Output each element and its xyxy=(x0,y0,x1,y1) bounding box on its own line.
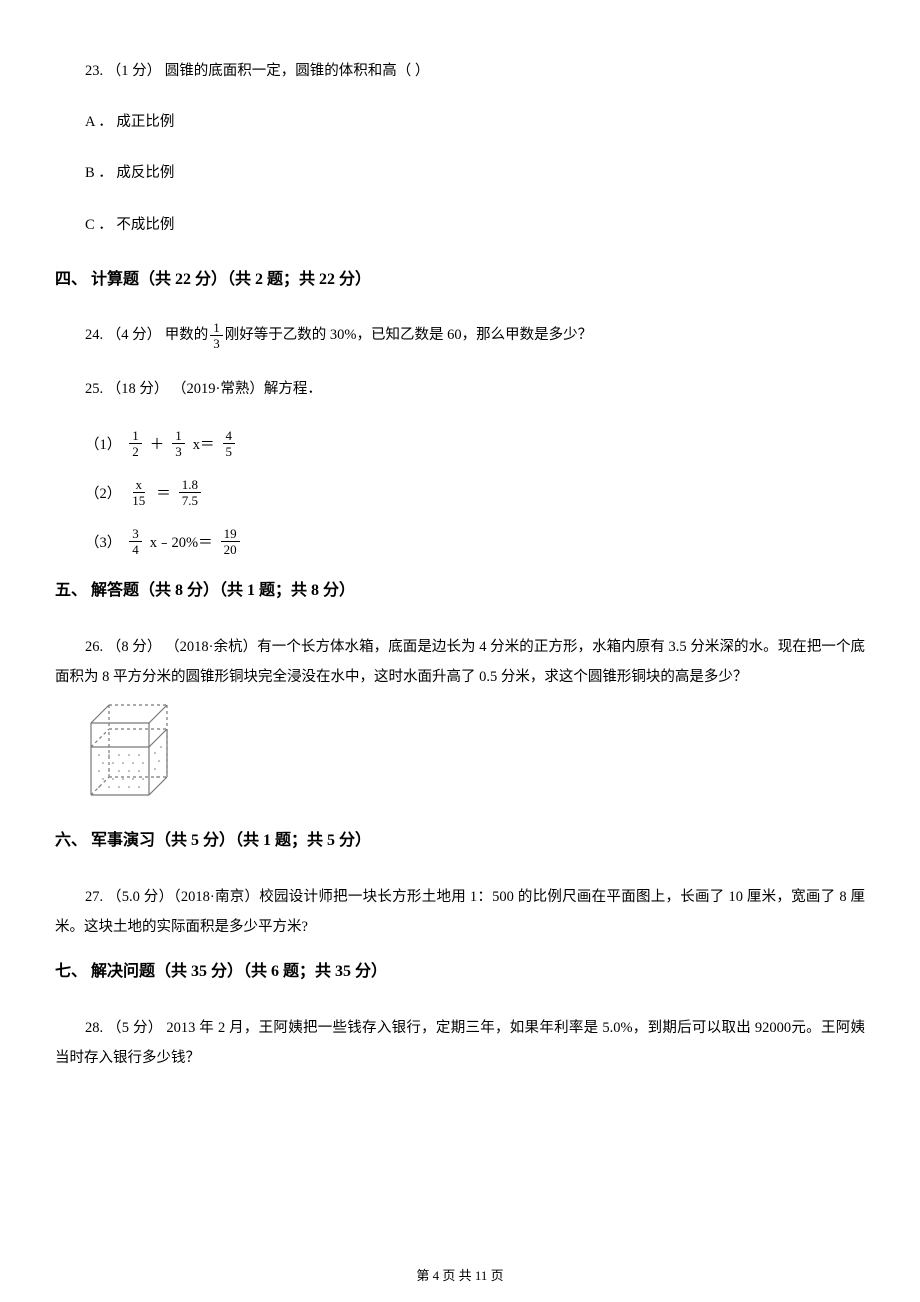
frac-den: 20 xyxy=(221,542,240,556)
q25-eq2-frac-a: x 15 xyxy=(129,478,148,507)
frac-num: 1.8 xyxy=(179,478,201,493)
page-footer: 第 4 页 共 11 页 xyxy=(0,1265,920,1284)
q25-eq1: （1） 1 2 ＋ 1 3 x＝ 4 5 xyxy=(55,429,865,458)
frac-den: 3 xyxy=(172,444,185,458)
q24-frac-den: 3 xyxy=(210,336,223,350)
question-27: 27. （5.0 分）（2018·南京）校园设计师把一块长方形土地用 1：500… xyxy=(55,882,865,943)
question-23-option-c: C ． 不成比例 xyxy=(55,214,865,237)
question-24: 24. （4 分） 甲数的 1 3 刚好等于乙数的 30%，已知乙数是 60，那… xyxy=(55,321,865,350)
q25-eq2-eq: ＝ xyxy=(156,482,171,503)
question-25-stem: 25. （18 分） （2019·常熟）解方程． xyxy=(55,378,865,401)
q24-pre: 24. （4 分） 甲数的 xyxy=(85,324,208,347)
frac-num: x xyxy=(133,478,146,493)
q25-eq1-label: （1） xyxy=(85,433,121,454)
q25-eq3-frac-a: 3 4 xyxy=(129,527,142,556)
cuboid-figure xyxy=(85,703,865,808)
q25-eq1-mid: x＝ xyxy=(193,433,215,454)
frac-num: 1 xyxy=(129,429,142,444)
section-7-header: 七、 解决问题（共 35 分）（共 6 题；共 35 分） xyxy=(55,957,865,981)
frac-den: 5 xyxy=(223,444,236,458)
section-5-header: 五、 解答题（共 8 分）（共 1 题；共 8 分） xyxy=(55,576,865,600)
q24-post: 刚好等于乙数的 30%，已知乙数是 60，那么甲数是多少？ xyxy=(225,324,592,347)
frac-den: 2 xyxy=(129,444,142,458)
q25-eq3-frac-b: 19 20 xyxy=(221,527,240,556)
question-28: 28. （5 分） 2013 年 2 月，王阿姨把一些钱存入银行，定期三年，如果… xyxy=(55,1013,865,1074)
section-6-header: 六、 军事演习（共 5 分）（共 1 题；共 5 分） xyxy=(55,826,865,850)
question-23-option-a: A ． 成正比例 xyxy=(55,111,865,134)
q25-eq2-label: （2） xyxy=(85,482,121,503)
frac-num: 3 xyxy=(129,527,142,542)
q25-eq3-mid: x﹣20%＝ xyxy=(150,531,213,552)
q25-eq1-frac-c: 4 5 xyxy=(223,429,236,458)
frac-num: 19 xyxy=(221,527,240,542)
q25-eq1-plus: ＋ xyxy=(150,433,165,454)
frac-den: 15 xyxy=(129,493,148,507)
question-23-stem: 23. （1 分） 圆锥的底面积一定，圆锥的体积和高（ ） xyxy=(55,60,865,83)
frac-num: 1 xyxy=(172,429,185,444)
frac-num: 4 xyxy=(223,429,236,444)
q25-eq1-frac-a: 1 2 xyxy=(129,429,142,458)
question-26: 26. （8 分） （2018·余杭）有一个长方体水箱，底面是边长为 4 分米的… xyxy=(55,632,865,693)
frac-den: 4 xyxy=(129,542,142,556)
q25-eq1-frac-b: 1 3 xyxy=(172,429,185,458)
cuboid-icon xyxy=(85,703,173,803)
frac-den: 7.5 xyxy=(179,493,201,507)
q25-eq2-frac-b: 1.8 7.5 xyxy=(179,478,201,507)
section-4-header: 四、 计算题（共 22 分）（共 2 题；共 22 分） xyxy=(55,265,865,289)
q25-eq2: （2） x 15 ＝ 1.8 7.5 xyxy=(55,478,865,507)
q25-eq3: （3） 3 4 x﹣20%＝ 19 20 xyxy=(55,527,865,556)
question-23-option-b: B ． 成反比例 xyxy=(55,162,865,185)
q25-eq3-label: （3） xyxy=(85,531,121,552)
q24-frac-num: 1 xyxy=(210,321,223,336)
q24-fraction: 1 3 xyxy=(210,321,223,350)
